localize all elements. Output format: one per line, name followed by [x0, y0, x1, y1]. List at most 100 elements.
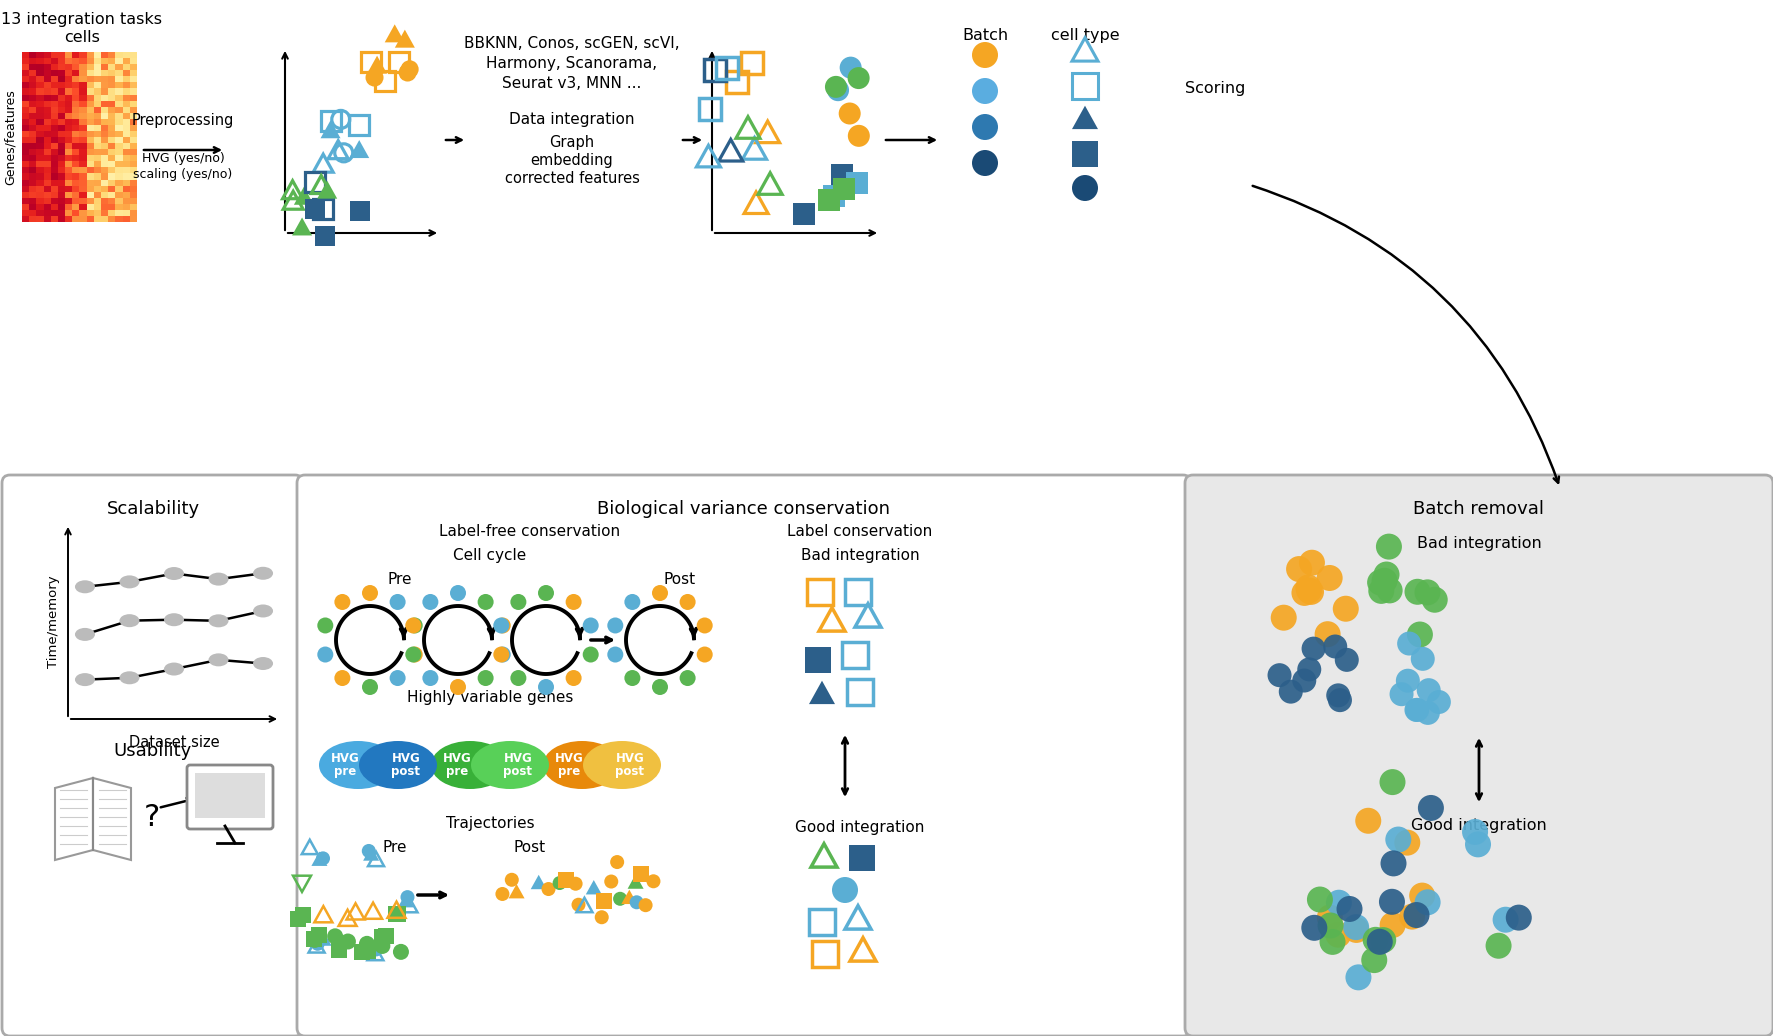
Bar	[21, 64, 28, 70]
Bar	[37, 107, 44, 113]
Bar	[21, 173, 28, 179]
Bar	[115, 210, 122, 215]
Bar	[115, 204, 122, 210]
Bar	[101, 64, 108, 70]
Bar	[21, 149, 28, 155]
Text: HVG: HVG	[615, 751, 644, 765]
Bar	[115, 215, 122, 222]
Bar	[80, 131, 87, 137]
Circle shape	[972, 114, 998, 140]
Bar	[558, 871, 574, 888]
Bar	[87, 82, 94, 88]
Polygon shape	[321, 120, 340, 138]
Bar	[28, 210, 37, 215]
Bar	[122, 149, 129, 155]
Bar	[122, 198, 129, 204]
Circle shape	[1301, 915, 1326, 941]
Bar	[349, 115, 369, 135]
Bar	[73, 185, 80, 192]
Bar	[101, 210, 108, 215]
Bar	[73, 64, 80, 70]
Circle shape	[317, 617, 333, 633]
Bar	[115, 149, 122, 155]
Bar	[844, 579, 871, 605]
Circle shape	[610, 855, 624, 869]
Bar	[37, 77, 44, 82]
Polygon shape	[367, 56, 387, 74]
Bar	[129, 162, 137, 168]
Text: Post: Post	[514, 840, 546, 855]
Polygon shape	[55, 778, 92, 860]
Circle shape	[1268, 663, 1291, 687]
Circle shape	[1395, 668, 1418, 693]
Circle shape	[1379, 769, 1404, 795]
Bar	[21, 155, 28, 162]
Circle shape	[972, 78, 998, 104]
Bar	[37, 131, 44, 137]
Bar	[122, 58, 129, 64]
Bar	[44, 149, 51, 155]
Circle shape	[1269, 605, 1296, 631]
Bar	[807, 579, 833, 605]
Bar	[66, 52, 73, 58]
Bar	[37, 149, 44, 155]
Circle shape	[477, 670, 493, 686]
Text: Seurat v3, MNN ...: Seurat v3, MNN ...	[502, 76, 642, 91]
Circle shape	[404, 646, 420, 663]
Bar	[94, 125, 101, 131]
Bar	[59, 88, 66, 94]
Bar	[87, 192, 94, 198]
Bar	[129, 94, 137, 100]
Bar	[115, 137, 122, 143]
Bar	[44, 210, 51, 215]
Bar	[59, 179, 66, 185]
FancyBboxPatch shape	[186, 765, 273, 829]
Bar	[330, 941, 346, 957]
Bar	[66, 149, 73, 155]
Bar	[80, 137, 87, 143]
Bar	[115, 94, 122, 100]
Bar	[741, 52, 762, 75]
Bar	[73, 210, 80, 215]
Circle shape	[1296, 577, 1321, 603]
Bar	[817, 189, 839, 210]
Polygon shape	[385, 25, 404, 42]
Bar	[51, 107, 59, 113]
Text: ?: ?	[144, 804, 160, 833]
Bar	[21, 192, 28, 198]
Bar	[294, 906, 310, 923]
Text: post: post	[504, 766, 532, 778]
Bar	[349, 201, 369, 222]
Bar	[115, 192, 122, 198]
Bar	[21, 215, 28, 222]
Bar	[66, 173, 73, 179]
Circle shape	[1291, 668, 1316, 692]
Bar	[115, 77, 122, 82]
Circle shape	[1294, 574, 1321, 601]
Bar	[59, 113, 66, 119]
Circle shape	[1285, 556, 1312, 582]
Bar	[21, 210, 28, 215]
Bar	[59, 119, 66, 125]
Bar	[87, 64, 94, 70]
Bar	[73, 58, 80, 64]
Circle shape	[1404, 579, 1429, 605]
Bar	[51, 137, 59, 143]
Text: Scalability: Scalability	[106, 500, 199, 518]
Bar	[108, 119, 115, 125]
Text: HVG: HVG	[555, 751, 583, 765]
Circle shape	[629, 895, 644, 910]
Circle shape	[553, 876, 566, 890]
Bar	[87, 70, 94, 77]
Bar	[66, 119, 73, 125]
Bar	[59, 52, 66, 58]
Bar	[108, 137, 115, 143]
Bar	[28, 168, 37, 173]
Bar	[37, 210, 44, 215]
Circle shape	[390, 670, 406, 686]
Bar	[59, 168, 66, 173]
Bar	[122, 94, 129, 100]
Circle shape	[495, 617, 511, 633]
Bar	[28, 173, 37, 179]
Bar	[87, 149, 94, 155]
